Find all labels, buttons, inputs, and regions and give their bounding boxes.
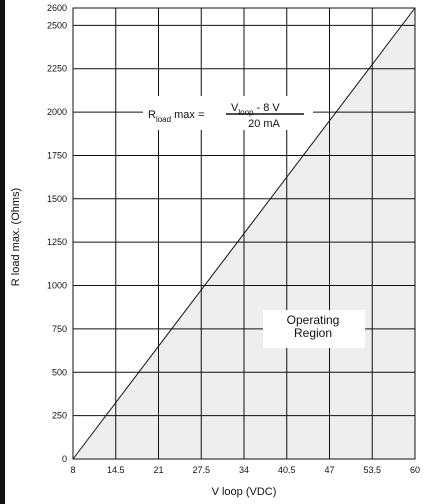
x-tick-label: 47 xyxy=(324,465,334,475)
formula-lhs-sub: load xyxy=(156,115,171,124)
x-tick-label: 14.5 xyxy=(107,465,125,475)
x-axis-title: V loop (VDC) xyxy=(212,486,277,498)
x-tick-label: 53.5 xyxy=(363,465,381,475)
plot-frame xyxy=(72,7,416,460)
formula-lhs-main: R xyxy=(148,109,156,121)
formula-numerator: Vloop - 8 V xyxy=(231,102,280,117)
operating-region-label-line: Region xyxy=(294,326,332,340)
y-tick-labels: 0 250 500 750 1000 1250 1500 1750 2000 2250 2500 26… xyxy=(47,3,67,464)
y-tick-label: 500 xyxy=(52,367,67,377)
y-tick-label: 750 xyxy=(52,324,67,334)
x-tick-label: 27.5 xyxy=(192,465,210,475)
formula-denominator: 20 mA xyxy=(248,118,280,130)
y-axis-title: R load max. (Ohms) xyxy=(10,188,22,286)
x-tick-label: 34 xyxy=(239,465,249,475)
max-load-line xyxy=(72,7,416,460)
y-tick-label: 1000 xyxy=(47,281,67,291)
x-tick-label: 60 xyxy=(410,465,420,475)
region-label-box xyxy=(263,310,365,348)
y-tick-label: 0 xyxy=(62,454,67,464)
operating-region-label-line: Operating xyxy=(287,313,340,327)
formula-num-sub: loop xyxy=(238,108,254,117)
formula-num-rest: - 8 V xyxy=(253,102,280,114)
formula-box xyxy=(143,96,313,130)
formula-num-main: V xyxy=(231,102,239,114)
y-tick-label: 1750 xyxy=(47,150,67,160)
formula-lhs: Rload max = xyxy=(148,109,204,124)
operating-region-label: Operating Region xyxy=(287,313,340,340)
y-tick-label: 250 xyxy=(52,411,67,421)
x-tick-label: 40.5 xyxy=(278,465,296,475)
left-border-bar xyxy=(0,0,5,504)
y-tick-label: 2000 xyxy=(47,107,67,117)
y-tick-label: 1250 xyxy=(47,237,67,247)
x-tick-labels: 8 14.5 21 27.5 34 40.5 47 53.5 60 xyxy=(70,465,420,475)
x-tick-label: 21 xyxy=(153,465,163,475)
y-tick-label: 1500 xyxy=(47,194,67,204)
y-tick-label: 2250 xyxy=(47,64,67,74)
formula-lhs-rest: max = xyxy=(171,109,204,121)
y-tick-label: 2500 xyxy=(47,20,67,30)
x-tick-label: 8 xyxy=(70,465,75,475)
y-tick-label: 2600 xyxy=(47,3,67,13)
